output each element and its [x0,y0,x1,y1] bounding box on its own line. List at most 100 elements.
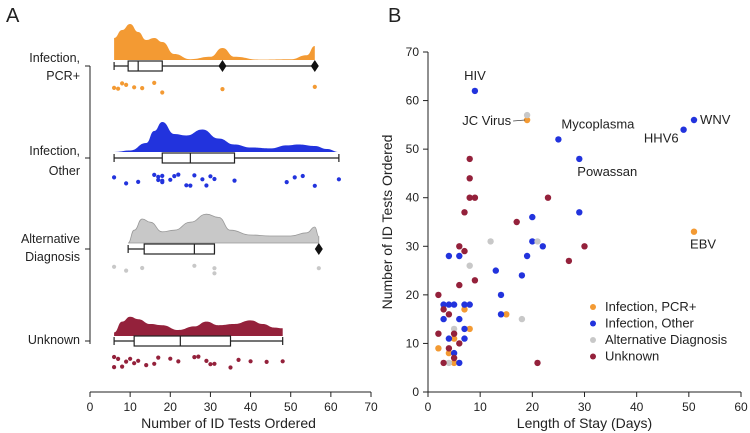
rain-point [124,359,129,364]
rain-point [160,178,165,183]
rain-point [212,266,217,271]
scatter-point [466,301,473,308]
group-2: Alternative Diagnosis [21,213,323,276]
rain-point [124,268,129,273]
scatter-panel: 0 10 20 30 40 50 60 0 10 20 30 40 50 60 70 Length of St… [379,45,748,431]
panel-letter-b: B [388,5,401,27]
rain-point [176,359,181,364]
scatter-point [466,325,473,333]
rain-point [168,177,173,182]
scatter-point [523,111,531,119]
scatter-point [450,330,458,337]
rain-point [284,180,289,185]
outlier-diamond [314,243,323,255]
density-cloud [127,213,320,244]
y-tick-label: 70 [406,45,420,59]
scatter-point [518,315,526,323]
scatter-point [450,359,458,367]
scatter-point [440,315,447,323]
scatter-point [435,345,442,352]
scatter-point [487,238,494,245]
series-2 [445,111,541,367]
rain-point [212,361,217,366]
scatter-point [445,252,453,260]
rain-point [196,354,201,359]
rain-point [264,359,269,364]
annotation-label: JC Virus [462,113,511,128]
scatter-point [471,277,479,284]
rain-point [280,359,285,364]
scatter-point [440,301,447,308]
scatter-point [534,359,541,367]
rain-point [208,362,213,367]
legend-label: Unknown [605,349,659,364]
scatter-point [690,116,698,124]
scatter-point [680,126,687,133]
y-tick-label: 20 [406,288,420,302]
annotation-label: Mycoplasma [561,116,635,131]
x-tick-label: 0 [425,400,432,414]
rain-point [292,175,297,180]
scatter-point [461,335,468,342]
rain-point [124,181,129,186]
rain-point [248,359,253,364]
y-tick-label: 10 [406,336,420,350]
annotation-label: HIV [464,68,486,83]
x-tick-label: 10 [123,400,137,414]
scatter-point [445,345,453,352]
scatter-point [492,267,499,274]
scatter-point [466,194,473,201]
scatter-point [523,252,531,260]
scatter-point [450,335,458,342]
legend-marker [590,337,596,343]
annotation-label: Powassan [577,164,637,179]
rain-point [120,81,125,86]
scatter-point [466,262,473,269]
scatter-point [461,306,468,313]
scatter-point [534,238,541,245]
x-tick-label: 50 [284,400,298,414]
scatter-point [690,228,698,235]
scatter-point [456,243,463,250]
rain-point [111,365,117,370]
rain-point [184,183,189,188]
rain-point [228,365,233,370]
scatter-point [471,194,479,201]
scatter-point [450,354,458,362]
scatter-point [456,281,463,289]
rain-point [300,173,305,179]
rain-point [204,358,209,363]
y-tick-label: 40 [406,191,420,205]
x-tick-label: 50 [682,400,696,414]
y-tick-label: 30 [406,239,420,253]
rain-point [152,361,157,366]
scatter-point [456,252,463,260]
rain-point [160,90,165,95]
x-tick-label: 30 [204,400,218,414]
scatter-point [450,301,458,308]
scatter-point [445,311,453,318]
box-iqr [133,335,232,347]
rain-point [316,266,321,271]
panel-letter-a: A [6,5,20,27]
scatter-point [456,315,463,323]
box-iqr [127,60,163,72]
rain-point [128,356,133,361]
scatter-point [461,325,468,333]
scatter-point [513,218,520,226]
rain-point [312,84,317,89]
rain-point [208,174,213,179]
scatter-point [445,349,453,357]
x-tick-label: 40 [630,400,644,414]
rain-point [124,82,129,87]
rain-point [204,183,209,188]
legend-marker [590,353,596,360]
category-label: Infection, [29,144,80,158]
scatter-point [581,243,588,250]
rain-point [172,174,177,179]
category-label: Infection, [29,51,80,65]
scatter-point [576,209,583,216]
scatter-point [471,87,479,95]
x-tick-label: 60 [324,400,338,414]
rain-point [144,363,149,368]
